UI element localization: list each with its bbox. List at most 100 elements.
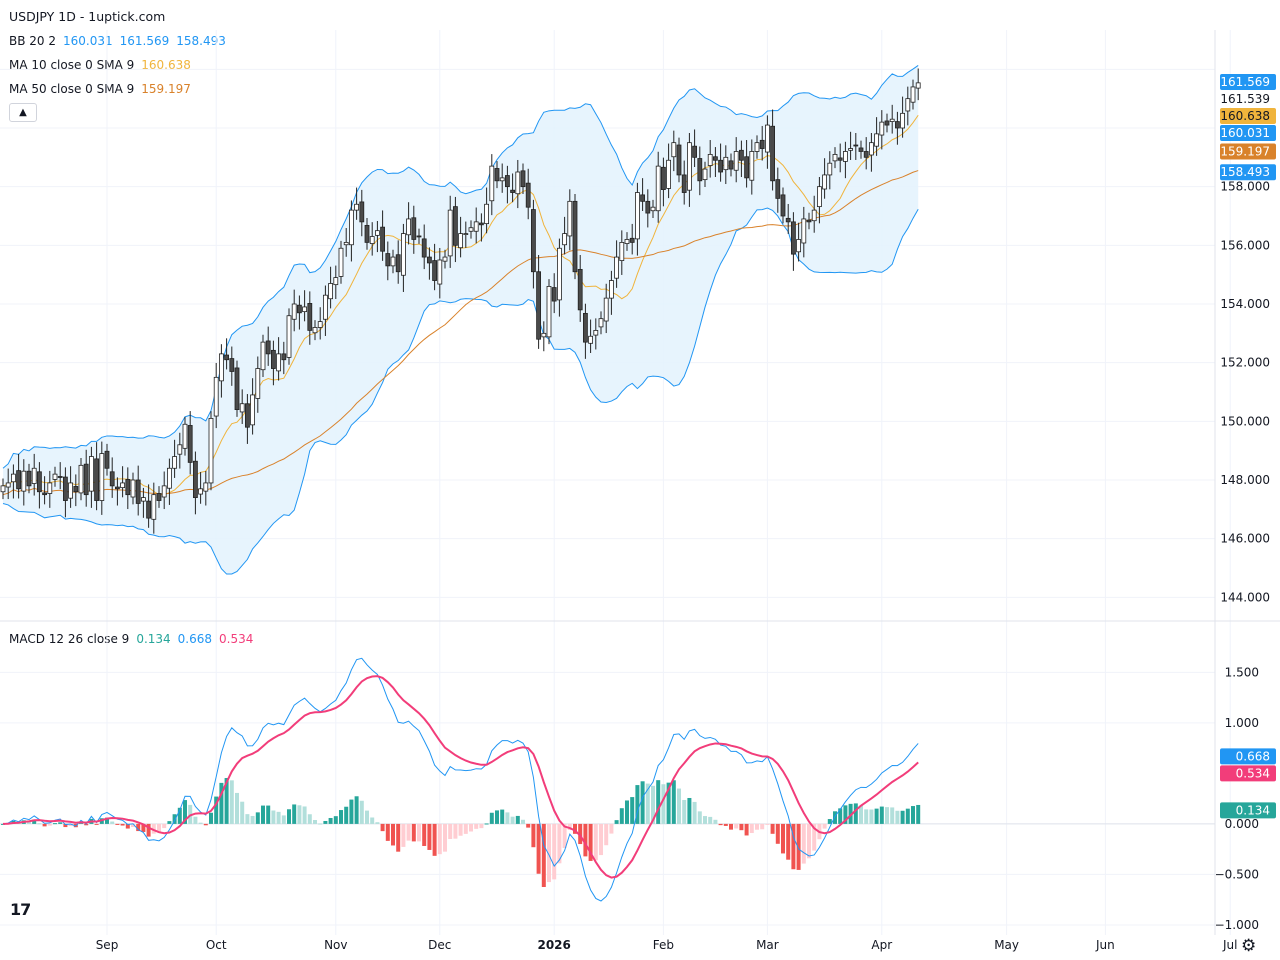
macd-histogram-bar: [219, 782, 224, 824]
candle-body: [109, 471, 115, 487]
macd-histogram-bar: [734, 823, 739, 829]
candle-body: [244, 403, 250, 428]
macd-histogram-bar: [105, 817, 109, 824]
candle-body: [302, 306, 308, 313]
macd-histogram-bar: [110, 821, 115, 824]
candle-body: [889, 118, 895, 122]
candle-body: [895, 121, 900, 129]
macd-histogram-bar: [531, 823, 536, 848]
macd-tag: 0.534: [1236, 766, 1270, 780]
candle-body: [68, 482, 73, 499]
candle-body: [707, 153, 713, 166]
ma50-value: 159.197: [141, 82, 191, 96]
candle-body: [5, 482, 11, 488]
bb-mid-value: 161.569: [119, 34, 170, 48]
ma50-legend[interactable]: MA 50 close 0 SMA 9 159.197: [9, 82, 198, 96]
macd-histogram-bar: [822, 823, 827, 829]
macd-histogram-bar: [625, 800, 629, 824]
candle-body: [733, 151, 739, 171]
candle-body: [442, 256, 448, 262]
candle-body: [473, 221, 479, 232]
bb-legend[interactable]: BB 20 2 160.031 161.569 158.493: [9, 34, 233, 48]
macd-histogram-bar: [807, 823, 811, 859]
macd-histogram-bar: [687, 797, 692, 824]
candle-body: [489, 165, 495, 202]
candle-body: [115, 486, 120, 490]
axes: 158.000 156.000 154.000 152.000 150.000 148.0…: [96, 73, 1276, 952]
candle-body: [328, 283, 334, 300]
candle-body: [250, 394, 256, 426]
macd-histogram-bar: [619, 808, 624, 824]
macd-histogram-bar: [760, 823, 765, 830]
time-axis-label: May: [994, 938, 1019, 952]
macd-histogram-bar: [599, 823, 603, 856]
candle-body: [572, 200, 578, 273]
candle-body: [364, 224, 370, 243]
candle-body: [775, 179, 781, 199]
macd-histogram-bar: [141, 823, 146, 832]
candle-body: [333, 277, 339, 286]
macd-histogram-bar: [458, 823, 463, 836]
macd-histogram-bar: [172, 814, 177, 824]
macd-histogram-bar: [661, 784, 666, 824]
macd-histogram-bar: [573, 823, 577, 834]
ma10-legend[interactable]: MA 10 close 0 SMA 9 160.638: [9, 58, 198, 72]
macd-histogram-bar: [827, 819, 832, 824]
candle-body: [390, 256, 396, 267]
macd-histogram-bar: [874, 808, 879, 824]
macd-histogram-bar: [151, 823, 156, 834]
candle-body: [354, 203, 360, 211]
macd-histogram-bar: [682, 799, 687, 824]
candle-body: [718, 159, 723, 173]
price-axis-label: 150.000: [1220, 414, 1270, 428]
macd-histogram-bar: [469, 823, 473, 832]
macd-histogram-bar: [193, 816, 198, 824]
macd-histogram-bar: [635, 785, 640, 824]
macd-histogram-bar: [791, 823, 796, 870]
candle-body: [499, 177, 505, 182]
candle-body: [478, 222, 484, 226]
price-tag-bg: [1220, 107, 1276, 124]
macd-histogram-bar: [677, 788, 681, 824]
macd-histogram-bar: [723, 823, 728, 826]
macd-histogram-bar: [583, 823, 588, 857]
candle-body: [182, 423, 188, 449]
macd-histogram-bar: [604, 823, 609, 846]
macd-histogram-bar: [500, 809, 505, 824]
candle-body: [452, 206, 458, 246]
macd-histogram-bar: [307, 814, 312, 824]
macd-legend[interactable]: MACD 12 26 close 9 0.134 0.668 0.534: [9, 632, 260, 646]
candle-body: [536, 271, 541, 340]
macd-histogram-bar: [250, 815, 255, 824]
candle-body: [146, 500, 152, 519]
macd-histogram-bar: [796, 823, 801, 870]
bb-lower-value: 158.493: [176, 34, 226, 48]
candle-body: [406, 218, 412, 236]
macd-histogram-bar: [703, 816, 707, 824]
candle-body: [16, 470, 22, 490]
candle-body: [120, 482, 125, 489]
collapse-legend-button[interactable]: ▲: [9, 103, 37, 122]
macd-histogram-bar: [292, 804, 297, 824]
ma50-legend-label: MA 50 close 0 SMA 9: [9, 82, 135, 96]
tradingview-logo: 17: [10, 900, 31, 919]
macd-hist-value: 0.134: [136, 632, 171, 646]
macd-histogram-bar: [905, 808, 910, 824]
gear-icon[interactable]: ⚙: [1241, 936, 1257, 956]
candle-body: [583, 312, 588, 343]
candle-body: [619, 241, 625, 261]
macd-histogram-bar: [443, 823, 447, 852]
candle-body: [739, 149, 744, 161]
macd-histogram-bar: [885, 807, 889, 824]
candle-body: [380, 226, 386, 252]
candle-body: [270, 349, 276, 369]
price-axis-label: 144.000: [1220, 590, 1270, 604]
price-axis-label: 154.000: [1220, 297, 1270, 311]
candle-body: [635, 192, 640, 240]
candle-body: [811, 209, 817, 222]
candle-body: [650, 206, 656, 212]
macd-histogram-bar: [879, 806, 884, 824]
price-tag: 160.638: [1220, 109, 1270, 123]
macd-histogram-bar: [365, 810, 369, 824]
